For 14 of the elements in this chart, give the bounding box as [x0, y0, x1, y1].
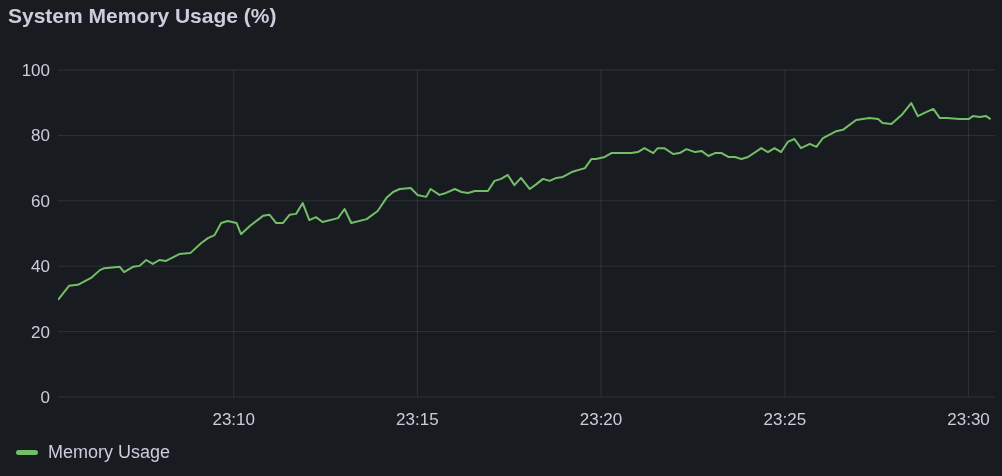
y-tick-label: 20: [31, 322, 50, 342]
chart-title: System Memory Usage (%): [8, 4, 277, 28]
x-tick-label: 23:25: [763, 410, 807, 430]
y-tick-label: 40: [31, 257, 50, 277]
y-tick-label: 0: [40, 388, 50, 408]
legend-label: Memory Usage: [48, 442, 171, 463]
x-tick-label: 23:20: [579, 410, 623, 430]
x-tick-label: 23:15: [396, 410, 439, 430]
y-tick-label: 60: [31, 191, 50, 211]
x-tick-label: 23:30: [947, 410, 990, 430]
x-tick-label: 23:10: [212, 410, 255, 430]
y-tick-label: 80: [31, 126, 50, 146]
y-tick-label: 100: [21, 61, 50, 81]
line-series: [58, 102, 992, 301]
